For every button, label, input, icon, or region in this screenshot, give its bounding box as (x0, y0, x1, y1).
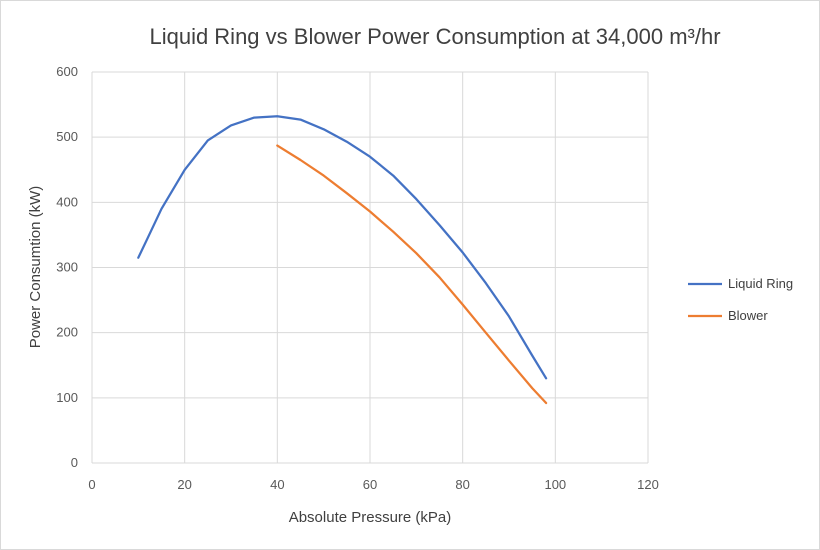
y-axis-label: Power Consumtion (kW) (27, 186, 44, 349)
y-axis-ticks: 0 100 200 300 400 500 600 (56, 64, 78, 470)
y-tick-label: 500 (56, 129, 78, 144)
y-tick-label: 100 (56, 390, 78, 405)
x-tick-label: 0 (88, 477, 95, 492)
y-tick-label: 600 (56, 64, 78, 79)
y-tick-label: 300 (56, 260, 78, 275)
series-line-blower (276, 144, 548, 405)
x-tick-label: 100 (544, 477, 566, 492)
x-tick-label: 40 (270, 477, 284, 492)
legend-label: Liquid Ring (728, 276, 793, 291)
y-tick-label: 200 (56, 325, 78, 340)
x-tick-label: 120 (637, 477, 659, 492)
series-line-liquid-ring (137, 115, 548, 380)
legend: Liquid Ring Blower (688, 276, 793, 323)
chart-title: Liquid Ring vs Blower Power Consumption … (149, 24, 720, 49)
x-tick-label: 20 (177, 477, 191, 492)
series-lines (137, 115, 548, 405)
y-tick-label: 400 (56, 194, 78, 209)
y-tick-label: 0 (71, 455, 78, 470)
x-axis-ticks: 0 20 40 60 80 100 120 (88, 477, 658, 492)
legend-label: Blower (728, 308, 768, 323)
x-tick-label: 80 (455, 477, 469, 492)
gridlines (91, 71, 649, 464)
x-axis-label: Absolute Pressure (kPa) (289, 509, 452, 526)
x-tick-label: 60 (363, 477, 377, 492)
